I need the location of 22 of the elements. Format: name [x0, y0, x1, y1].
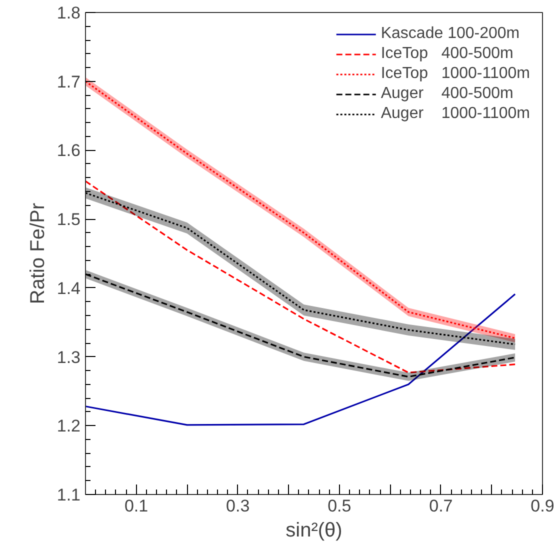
x-tick-label: 0.1	[124, 496, 148, 516]
x-axis-title: sin²(θ)	[286, 520, 342, 542]
x-tick-label: 0.3	[226, 496, 250, 516]
x-tick-label: 0.7	[429, 496, 453, 516]
x-tick-label: 0.5	[328, 496, 352, 516]
legend-label: Auger 1000-1100m	[380, 105, 530, 123]
legend-label: Auger 400-500m	[380, 85, 514, 103]
legend-label: Kascade 100-200m	[380, 25, 520, 43]
y-tick-label: 1.2	[56, 416, 81, 436]
y-axis-title: Ratio Fe/Pr	[26, 202, 49, 304]
y-tick-label: 1.1	[56, 486, 81, 504]
legend-label: IceTop 400-500m	[380, 45, 514, 63]
y-tick-label: 1.8	[56, 4, 81, 22]
line-series	[86, 293, 516, 426]
y-tick-label: 1.3	[56, 348, 81, 367]
legend-label: IceTop 1000-1100m	[380, 65, 530, 83]
line-series	[86, 180, 516, 374]
y-tick-label: 1.5	[56, 210, 81, 230]
y-tick-label: 1.7	[56, 72, 81, 92]
y-tick-label: 1.6	[56, 141, 81, 160]
x-tick-label: 0.9	[530, 496, 554, 516]
y-tick-label: 1.4	[56, 278, 81, 298]
